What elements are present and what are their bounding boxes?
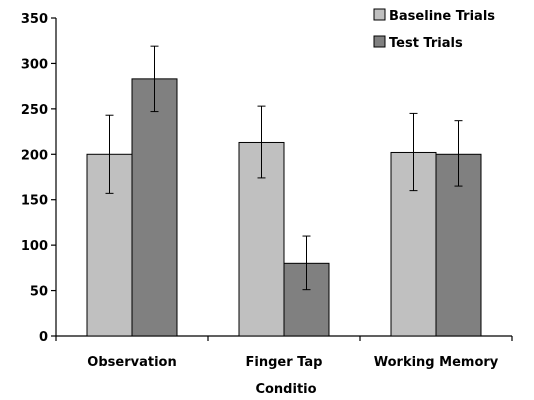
- y-tick-label-200: 200: [21, 148, 48, 163]
- y-tick-label-0: 0: [39, 330, 48, 345]
- x-category-label-2: Working Memory: [374, 355, 499, 370]
- y-tick-label-350: 350: [21, 12, 48, 27]
- legend-swatch-test: [373, 35, 386, 48]
- y-tick-label-50: 50: [30, 285, 48, 300]
- legend-swatch-baseline: [373, 8, 386, 21]
- y-tick-label-150: 150: [21, 194, 48, 209]
- x-axis-title: Conditio: [255, 382, 316, 397]
- x-category-label-1: Finger Tap: [246, 355, 323, 370]
- x-category-label-0: Observation: [87, 355, 176, 370]
- y-tick-label-300: 300: [21, 57, 48, 72]
- legend-label-baseline: Baseline Trials: [389, 9, 495, 24]
- y-tick-label-250: 250: [21, 103, 48, 118]
- legend: Baseline Trials Test Trials: [373, 8, 495, 51]
- y-tick-label-100: 100: [21, 239, 48, 254]
- bar-test-trials-0: [131, 78, 178, 337]
- plot-area: 0 50 100 150 200 250 300 350 Observation Finger T…: [21, 12, 513, 370]
- legend-label-test: Test Trials: [389, 36, 463, 51]
